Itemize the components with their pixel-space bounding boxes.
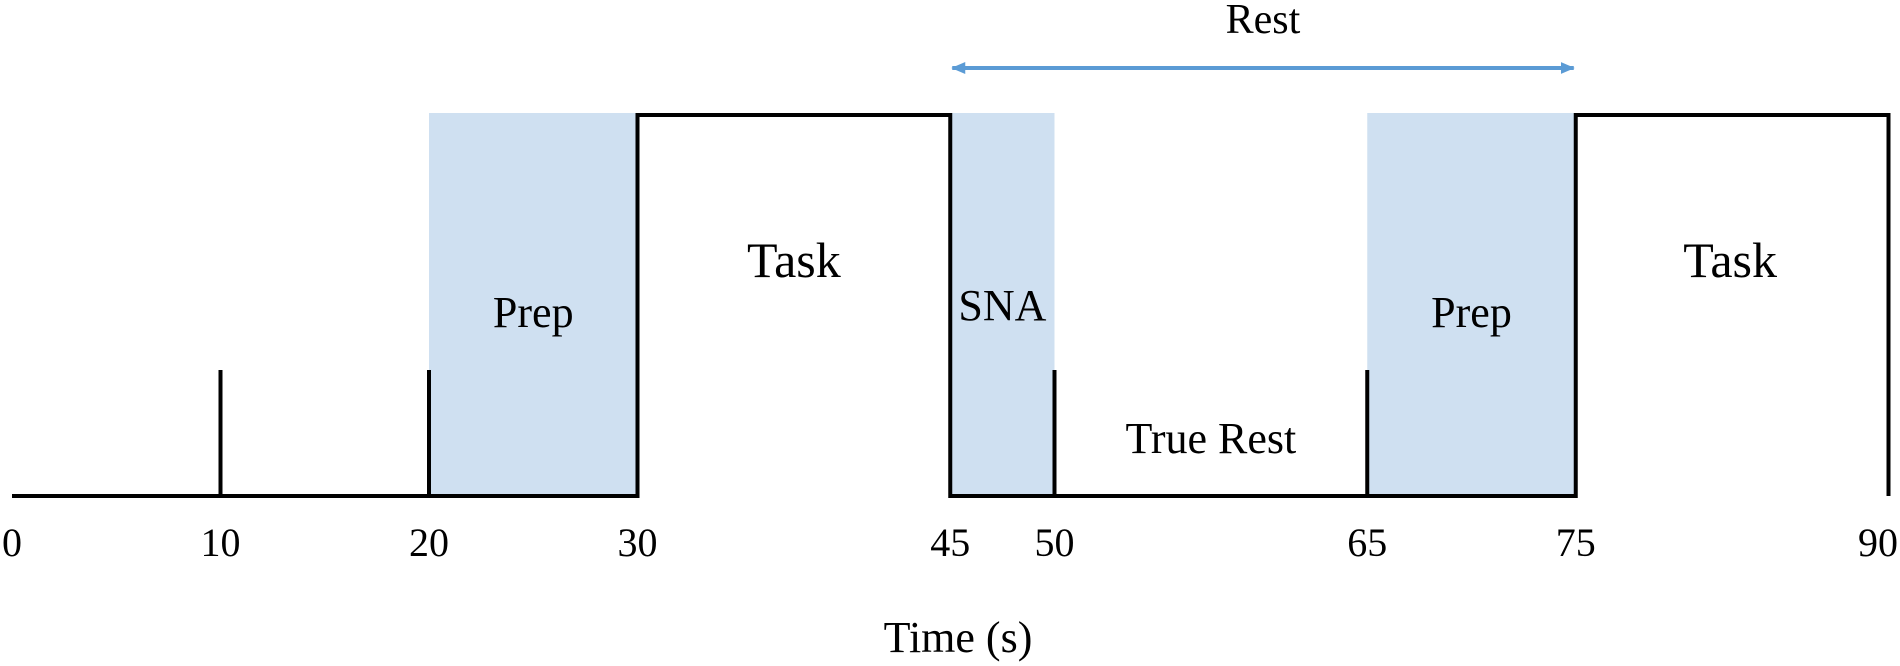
prep-block-2 — [1367, 113, 1576, 496]
tick-label-90: 90 — [1858, 520, 1898, 565]
prep-label-2: Prep — [1431, 288, 1512, 337]
tick-label-65: 65 — [1347, 520, 1387, 565]
tick-label-75: 75 — [1556, 520, 1596, 565]
prep-label-1: Prep — [493, 288, 574, 337]
sna-label: SNA — [958, 281, 1046, 330]
task-label-1: Task — [747, 232, 841, 288]
tick-label-50: 50 — [1035, 520, 1075, 565]
sna-block — [950, 113, 1055, 496]
tick-label-20: 20 — [409, 520, 449, 565]
true-rest-label: True Rest — [1126, 414, 1297, 463]
prep-block-1 — [429, 113, 638, 496]
tick-label-45: 45 — [930, 520, 970, 565]
tick-label-30: 30 — [618, 520, 658, 565]
task-label-2: Task — [1683, 232, 1777, 288]
signal-waveform — [12, 113, 1891, 498]
rest-label: Rest — [1226, 0, 1301, 43]
time-axis-ticks: 0 10 20 30 45 50 65 75 90 — [2, 520, 1898, 565]
x-axis-label: Time (s) — [884, 613, 1033, 662]
tick-label-10: 10 — [201, 520, 241, 565]
tick-label-0: 0 — [2, 520, 22, 565]
